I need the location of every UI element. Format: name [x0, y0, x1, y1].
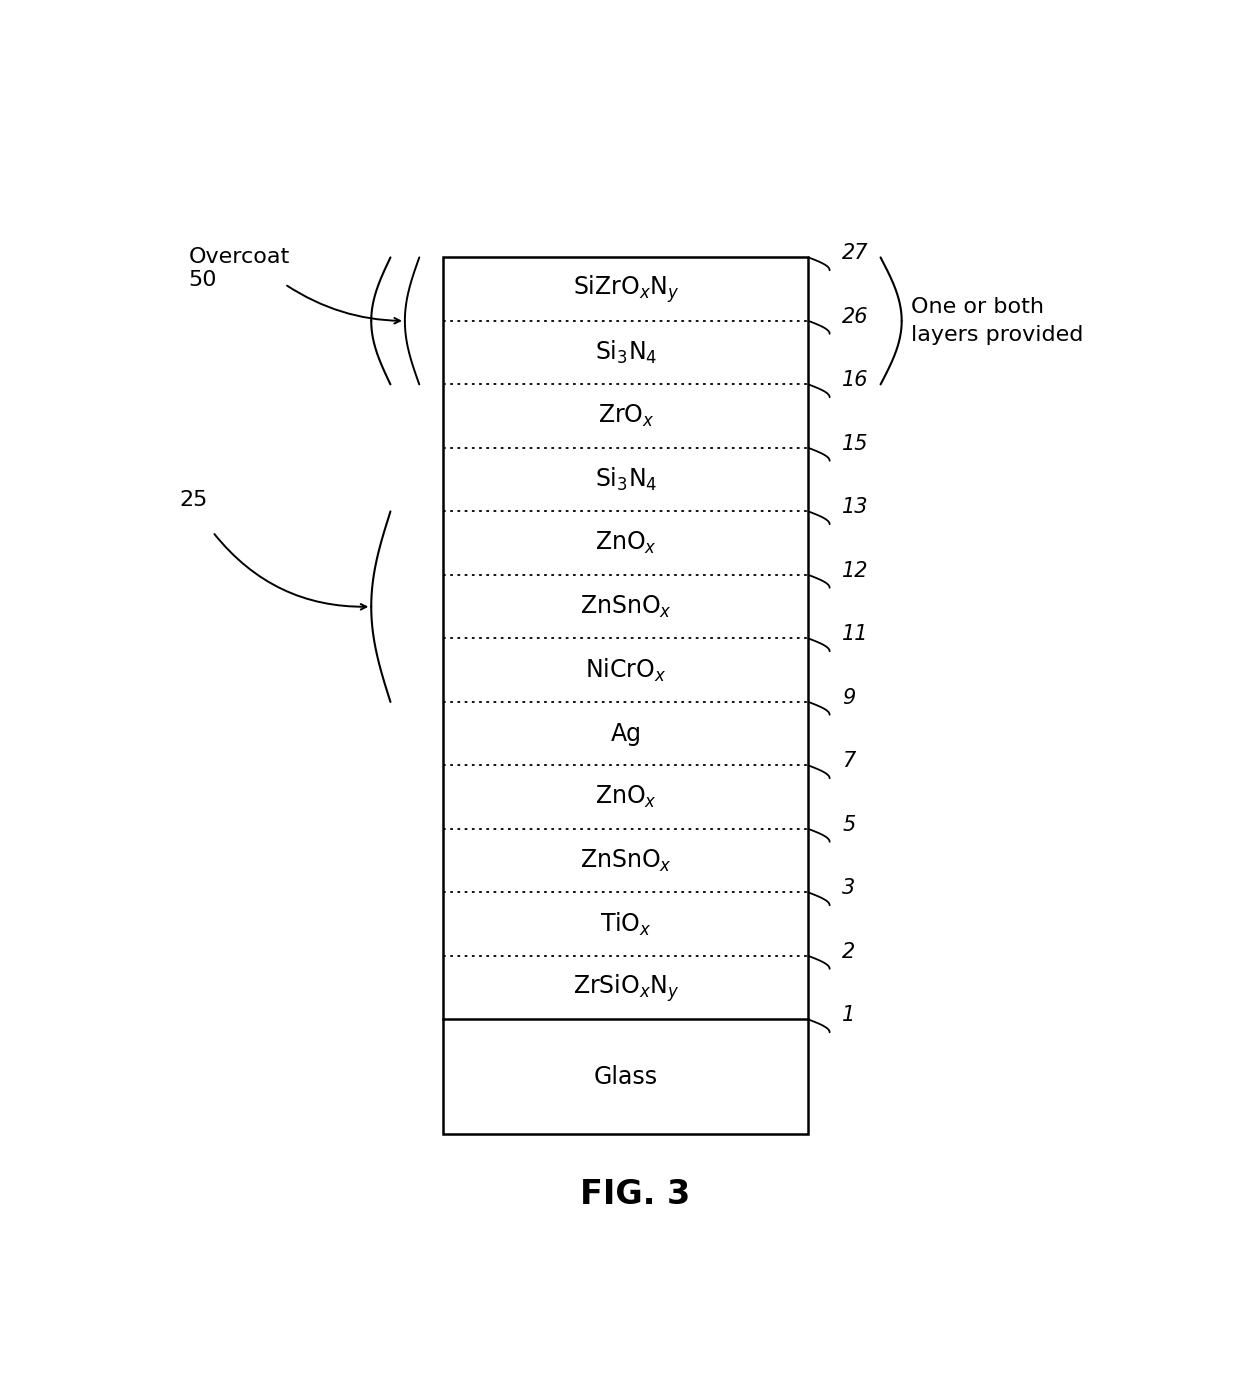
Text: NiCrO$_x$: NiCrO$_x$ [585, 657, 666, 684]
Text: 7: 7 [842, 751, 856, 772]
Text: 5: 5 [842, 815, 856, 834]
Text: ZrSiO$_x$N$_y$: ZrSiO$_x$N$_y$ [573, 972, 680, 1004]
Text: 27: 27 [842, 243, 868, 264]
Text: TiO$_x$: TiO$_x$ [600, 911, 652, 938]
Text: 16: 16 [842, 371, 868, 390]
Text: 1: 1 [842, 1005, 856, 1026]
Text: 12: 12 [842, 561, 868, 580]
Text: 2: 2 [842, 941, 856, 962]
Text: One or both
layers provided: One or both layers provided [911, 297, 1084, 344]
Text: 26: 26 [842, 307, 868, 326]
Text: ZnO$_x$: ZnO$_x$ [595, 530, 657, 557]
Text: Si$_3$N$_4$: Si$_3$N$_4$ [595, 339, 657, 366]
Text: Overcoat
50: Overcoat 50 [188, 247, 290, 290]
Bar [444, 257, 808, 1134]
Text: Ag: Ag [610, 722, 641, 745]
Text: 13: 13 [842, 497, 868, 518]
Text: ZnSnO$_x$: ZnSnO$_x$ [580, 594, 672, 620]
Text: ZrO$_x$: ZrO$_x$ [598, 403, 655, 429]
Text: 15: 15 [842, 433, 868, 454]
Text: ZnO$_x$: ZnO$_x$ [595, 784, 657, 811]
Text: 11: 11 [842, 625, 868, 644]
Text: Si$_3$N$_4$: Si$_3$N$_4$ [595, 466, 657, 493]
Text: 3: 3 [842, 879, 856, 898]
Text: Glass: Glass [594, 1065, 658, 1088]
Text: SiZrO$_x$N$_y$: SiZrO$_x$N$_y$ [573, 273, 680, 305]
Text: ZnSnO$_x$: ZnSnO$_x$ [580, 848, 672, 874]
Text: 9: 9 [842, 687, 856, 708]
Text: 25: 25 [179, 490, 207, 509]
Text: FIG. 3: FIG. 3 [580, 1178, 691, 1212]
